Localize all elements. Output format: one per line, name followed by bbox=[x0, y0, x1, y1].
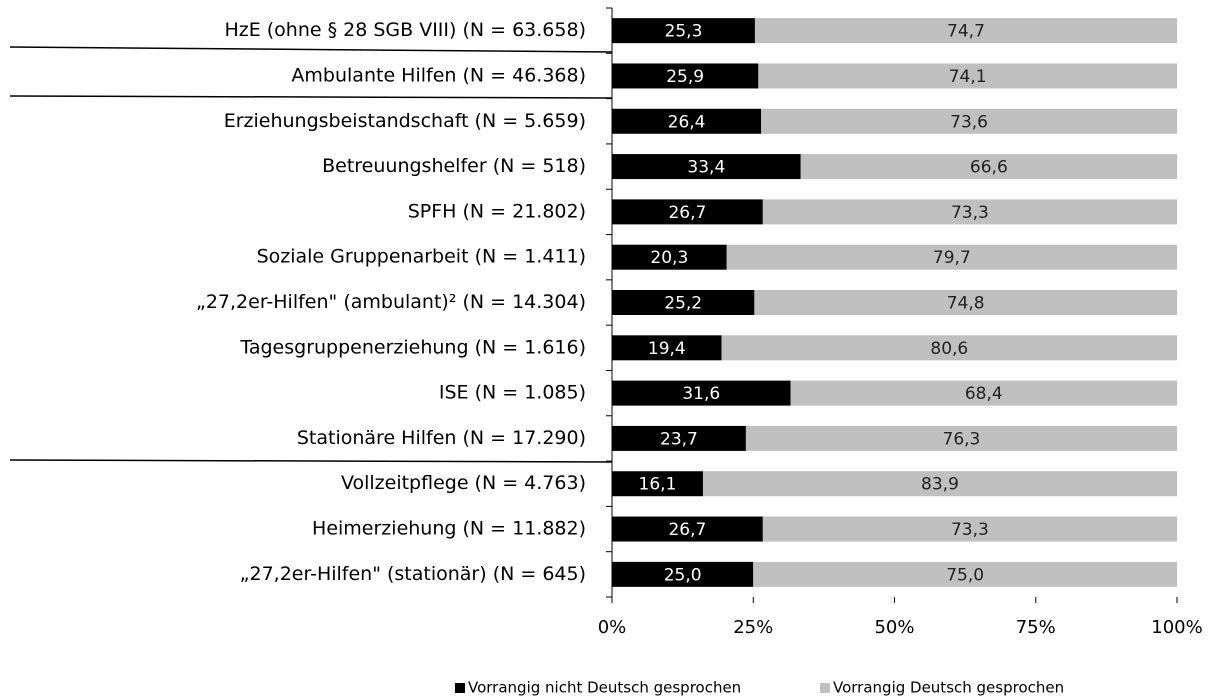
value-label: 31,6 bbox=[682, 384, 720, 404]
category-label: Betreuungshelfer (N = 518) bbox=[322, 155, 586, 177]
value-label: 76,3 bbox=[943, 429, 981, 449]
category-label: Heimerziehung (N = 11.882) bbox=[312, 518, 586, 540]
legend-swatch bbox=[820, 683, 830, 693]
category-label: ISE (N = 1.085) bbox=[439, 382, 586, 404]
value-label: 26,4 bbox=[668, 112, 706, 132]
x-tick-label: 25% bbox=[733, 617, 773, 638]
bar-segment bbox=[612, 471, 703, 497]
value-label: 74,1 bbox=[949, 67, 987, 87]
bar-segment bbox=[612, 108, 762, 134]
value-label: 74,7 bbox=[947, 22, 985, 42]
bar-segment bbox=[612, 380, 791, 406]
bar-segment bbox=[612, 425, 746, 451]
legend-label: Vorrangig nicht Deutsch gesprochen bbox=[468, 679, 741, 697]
value-label: 66,6 bbox=[970, 158, 1008, 178]
bar-segment bbox=[762, 199, 1177, 225]
group-separator bbox=[9, 95, 613, 99]
x-tick-label: 75% bbox=[1016, 617, 1056, 638]
bar-segment bbox=[612, 290, 755, 315]
value-label: 73,6 bbox=[950, 112, 988, 132]
bar-segment bbox=[612, 63, 759, 89]
bar-segment bbox=[612, 199, 763, 225]
bar-segment bbox=[612, 561, 754, 587]
bar-segment bbox=[726, 244, 1177, 270]
value-label: 25,0 bbox=[664, 565, 702, 585]
value-label: 25,2 bbox=[664, 294, 702, 314]
value-label: 23,7 bbox=[660, 429, 698, 449]
value-label: 26,7 bbox=[668, 520, 706, 540]
category-label: Vollzeitpflege (N = 4.763) bbox=[341, 472, 586, 494]
value-label: 73,3 bbox=[951, 520, 989, 540]
group-separator bbox=[9, 459, 613, 463]
bar-segment bbox=[758, 63, 1177, 89]
value-label: 16,1 bbox=[639, 475, 677, 495]
category-label: Stationäre Hilfen (N = 17.290) bbox=[297, 427, 586, 449]
x-tick-label: 0% bbox=[598, 617, 627, 638]
bar-segment bbox=[612, 244, 727, 270]
legend-label: Vorrangig Deutsch gesprochen bbox=[833, 679, 1064, 697]
bar-segment bbox=[754, 290, 1177, 315]
bar-segment bbox=[762, 516, 1177, 542]
category-label: Erziehungsbeistandschaft (N = 5.659) bbox=[224, 110, 586, 132]
legend-swatch bbox=[455, 683, 465, 693]
value-label: 19,4 bbox=[648, 339, 686, 359]
category-label: Ambulante Hilfen (N = 46.368) bbox=[291, 64, 586, 86]
category-label: „27,2er-Hilfen" (stationär) (N = 645) bbox=[240, 563, 586, 585]
category-label: Soziale Gruppenarbeit (N = 1.411) bbox=[257, 246, 586, 268]
value-label: 80,6 bbox=[930, 339, 968, 359]
value-label: 74,8 bbox=[947, 294, 985, 314]
value-label: 25,3 bbox=[665, 22, 703, 42]
bar-segment bbox=[754, 18, 1177, 44]
value-label: 73,3 bbox=[951, 203, 989, 223]
bar-segment bbox=[702, 471, 1177, 497]
group-separator bbox=[9, 46, 613, 53]
bar-segment bbox=[612, 18, 755, 44]
bar-segment bbox=[790, 380, 1177, 406]
bar-segment bbox=[612, 335, 722, 361]
x-tick-label: 100% bbox=[1151, 617, 1202, 638]
bar-segment bbox=[612, 154, 801, 180]
bar-segment bbox=[721, 335, 1177, 361]
category-label: SPFH (N = 21.802) bbox=[408, 200, 586, 222]
value-label: 33,4 bbox=[687, 158, 725, 178]
value-label: 83,9 bbox=[921, 475, 959, 495]
value-label: 26,7 bbox=[668, 203, 706, 223]
bar-segment bbox=[745, 425, 1177, 451]
bar-segment bbox=[800, 154, 1177, 180]
bar-segment bbox=[612, 516, 763, 542]
value-label: 68,4 bbox=[965, 384, 1003, 404]
category-label: HzE (ohne § 28 SGB VIII) (N = 63.658) bbox=[224, 19, 586, 41]
value-label: 25,9 bbox=[666, 67, 704, 87]
bar-segment bbox=[753, 561, 1177, 587]
x-tick-label: 50% bbox=[874, 617, 914, 638]
value-label: 79,7 bbox=[933, 248, 971, 268]
category-label: „27,2er-Hilfen" (ambulant)² (N = 14.304) bbox=[196, 291, 586, 313]
value-label: 20,3 bbox=[650, 248, 688, 268]
bar-segment bbox=[761, 108, 1177, 134]
category-label: Tagesgruppenerziehung (N = 1.616) bbox=[239, 336, 586, 358]
value-label: 75,0 bbox=[946, 565, 984, 585]
